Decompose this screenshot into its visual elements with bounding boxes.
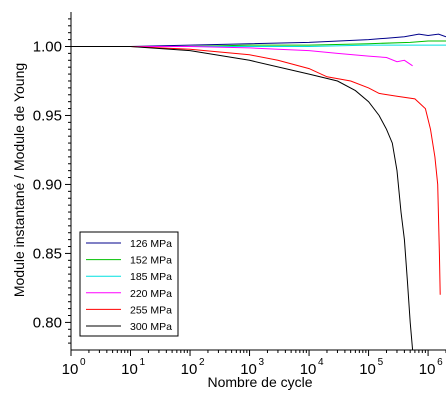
y-tick-label: 0.90 [33,176,62,193]
legend-label: 152 MPa [130,255,172,267]
x-tick-exponent: 4 [318,357,324,368]
x-tick-exponent: 2 [199,357,205,368]
x-tick-base: 10 [359,361,376,378]
series-line-1 [71,33,446,47]
y-tick-label: 0.95 [33,107,62,124]
legend-label: 185 MPa [130,271,172,283]
y-tick-label: 0.80 [33,314,62,331]
x-tick-base: 10 [419,361,436,378]
x-tick-base: 10 [300,361,317,378]
legend-label: 220 MPa [130,288,172,300]
x-tick-base: 10 [240,361,257,378]
y-tick-label: 0.85 [33,245,62,262]
x-tick-exponent: 1 [140,357,146,368]
x-tick-base: 10 [121,361,138,378]
x-tick-base: 10 [62,361,79,378]
x-axis-label: Nombre de cycle [207,374,312,390]
legend-box [79,231,179,337]
legend-label: 126 MPa [130,238,172,250]
series-line-4 [71,46,413,67]
legend-label: 255 MPa [130,304,172,316]
legend: 126 MPa 152 MPa 185 MPa 220 MPa 255 MPa 300 M… [79,231,179,337]
x-tick-exponent: 5 [378,357,384,368]
x-tick-exponent: 6 [437,357,443,368]
legend-label: 300 MPa [130,321,172,333]
series-line-5 [71,46,441,295]
y-tick-label: 1.00 [33,38,62,55]
series-lines [71,33,446,350]
x-tick-exponent: 0 [80,357,86,368]
series-line-6 [71,46,414,350]
y-axis-label: Module instantané / Module de Young [11,63,27,297]
x-tick-exponent: 3 [259,357,265,368]
x-tick-base: 10 [181,361,198,378]
